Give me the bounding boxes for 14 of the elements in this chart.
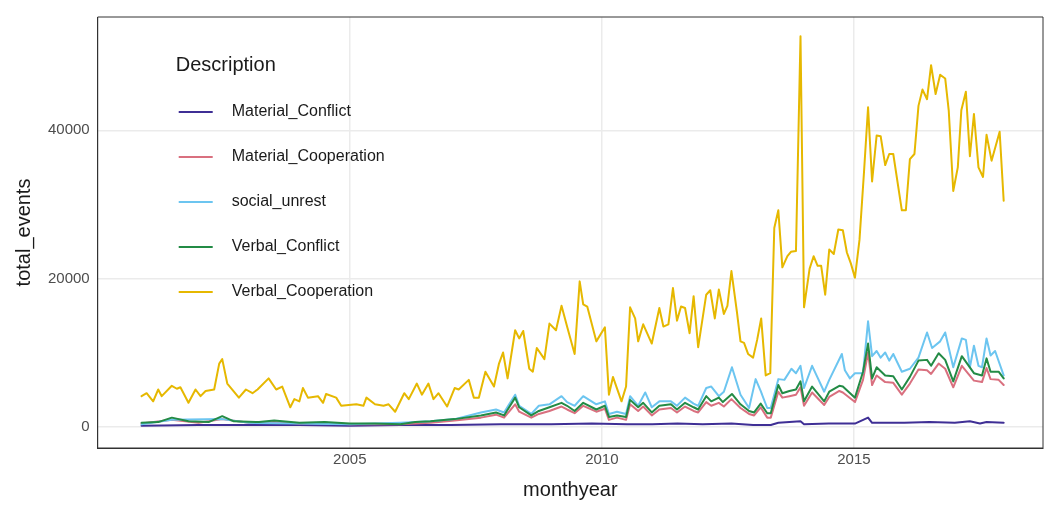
x-tick-label: 2010 xyxy=(585,450,619,468)
y-tick-label: 40000 xyxy=(47,120,90,138)
legend-title: Description xyxy=(175,52,276,75)
x-tick-label: 2015 xyxy=(837,450,871,468)
y-tick-label: 0 xyxy=(81,416,90,434)
y-tick-label: 20000 xyxy=(47,268,90,286)
legend-label: social_unrest xyxy=(231,192,327,211)
x-axis-title: monthyear xyxy=(523,477,618,500)
legend-label: Material_Conflict xyxy=(231,102,352,121)
x-tick-label: 2005 xyxy=(333,450,367,468)
y-axis-title: total_events xyxy=(11,178,35,287)
legend-label: Verbal_Cooperation xyxy=(231,282,374,301)
legend-label: Material_Cooperation xyxy=(231,147,385,166)
legend-label: Verbal_Conflict xyxy=(231,237,340,256)
